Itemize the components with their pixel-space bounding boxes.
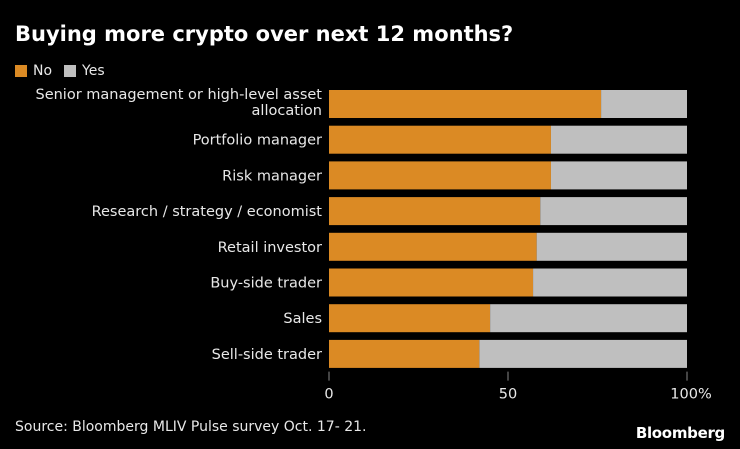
x-tick-label: 0 — [324, 387, 333, 403]
bar-yes — [536, 232, 687, 261]
bar-yes — [533, 268, 687, 297]
category-label: Senior management or high-level asset — [35, 87, 322, 103]
bar-no — [329, 339, 480, 368]
legend-swatch-yes — [64, 65, 77, 77]
bar-no — [329, 197, 541, 226]
category-label: Buy-side trader — [210, 276, 322, 292]
bar-yes — [550, 125, 687, 154]
category-label: allocation — [252, 103, 322, 119]
x-tick-label: 100% — [670, 387, 711, 403]
legend-label-no: No — [33, 63, 53, 79]
legend-item-no: No — [15, 63, 52, 79]
x-tick-label: 50 — [499, 387, 517, 403]
bar-no — [329, 268, 534, 297]
bar-no — [329, 161, 551, 190]
legend: No Yes — [15, 63, 105, 79]
category-label: Retail investor — [218, 240, 322, 256]
legend-item-yes: Yes — [64, 63, 105, 79]
legend-label-yes: Yes — [82, 63, 105, 79]
bar-yes — [540, 197, 687, 226]
category-label: Portfolio manager — [193, 133, 322, 149]
bar-yes — [490, 304, 687, 333]
bar-no — [329, 90, 602, 118]
legend-swatch-no — [15, 65, 27, 77]
bar-yes — [550, 161, 687, 190]
category-label: Sales — [283, 311, 322, 327]
bar-yes — [479, 339, 687, 368]
chart-title: Buying more crypto over next 12 months? — [15, 22, 514, 46]
bar-no — [329, 125, 551, 154]
category-label: Sell-side trader — [212, 347, 322, 363]
source-note: Source: Bloomberg MLIV Pulse survey Oct.… — [15, 419, 367, 435]
bar-no — [329, 232, 537, 261]
bar-no — [329, 304, 491, 333]
bloomberg-logo: Bloomberg — [635, 424, 725, 442]
category-label: Research / strategy / economist — [92, 204, 323, 220]
category-label: Risk manager — [222, 168, 322, 184]
bar-yes — [601, 90, 687, 118]
